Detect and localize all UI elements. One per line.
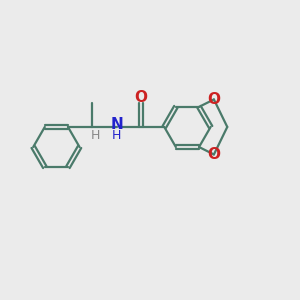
Text: H: H [112, 129, 122, 142]
Text: O: O [207, 92, 220, 107]
Text: H: H [91, 129, 101, 142]
Text: O: O [135, 90, 148, 105]
Text: O: O [207, 147, 220, 162]
Text: N: N [110, 117, 123, 132]
